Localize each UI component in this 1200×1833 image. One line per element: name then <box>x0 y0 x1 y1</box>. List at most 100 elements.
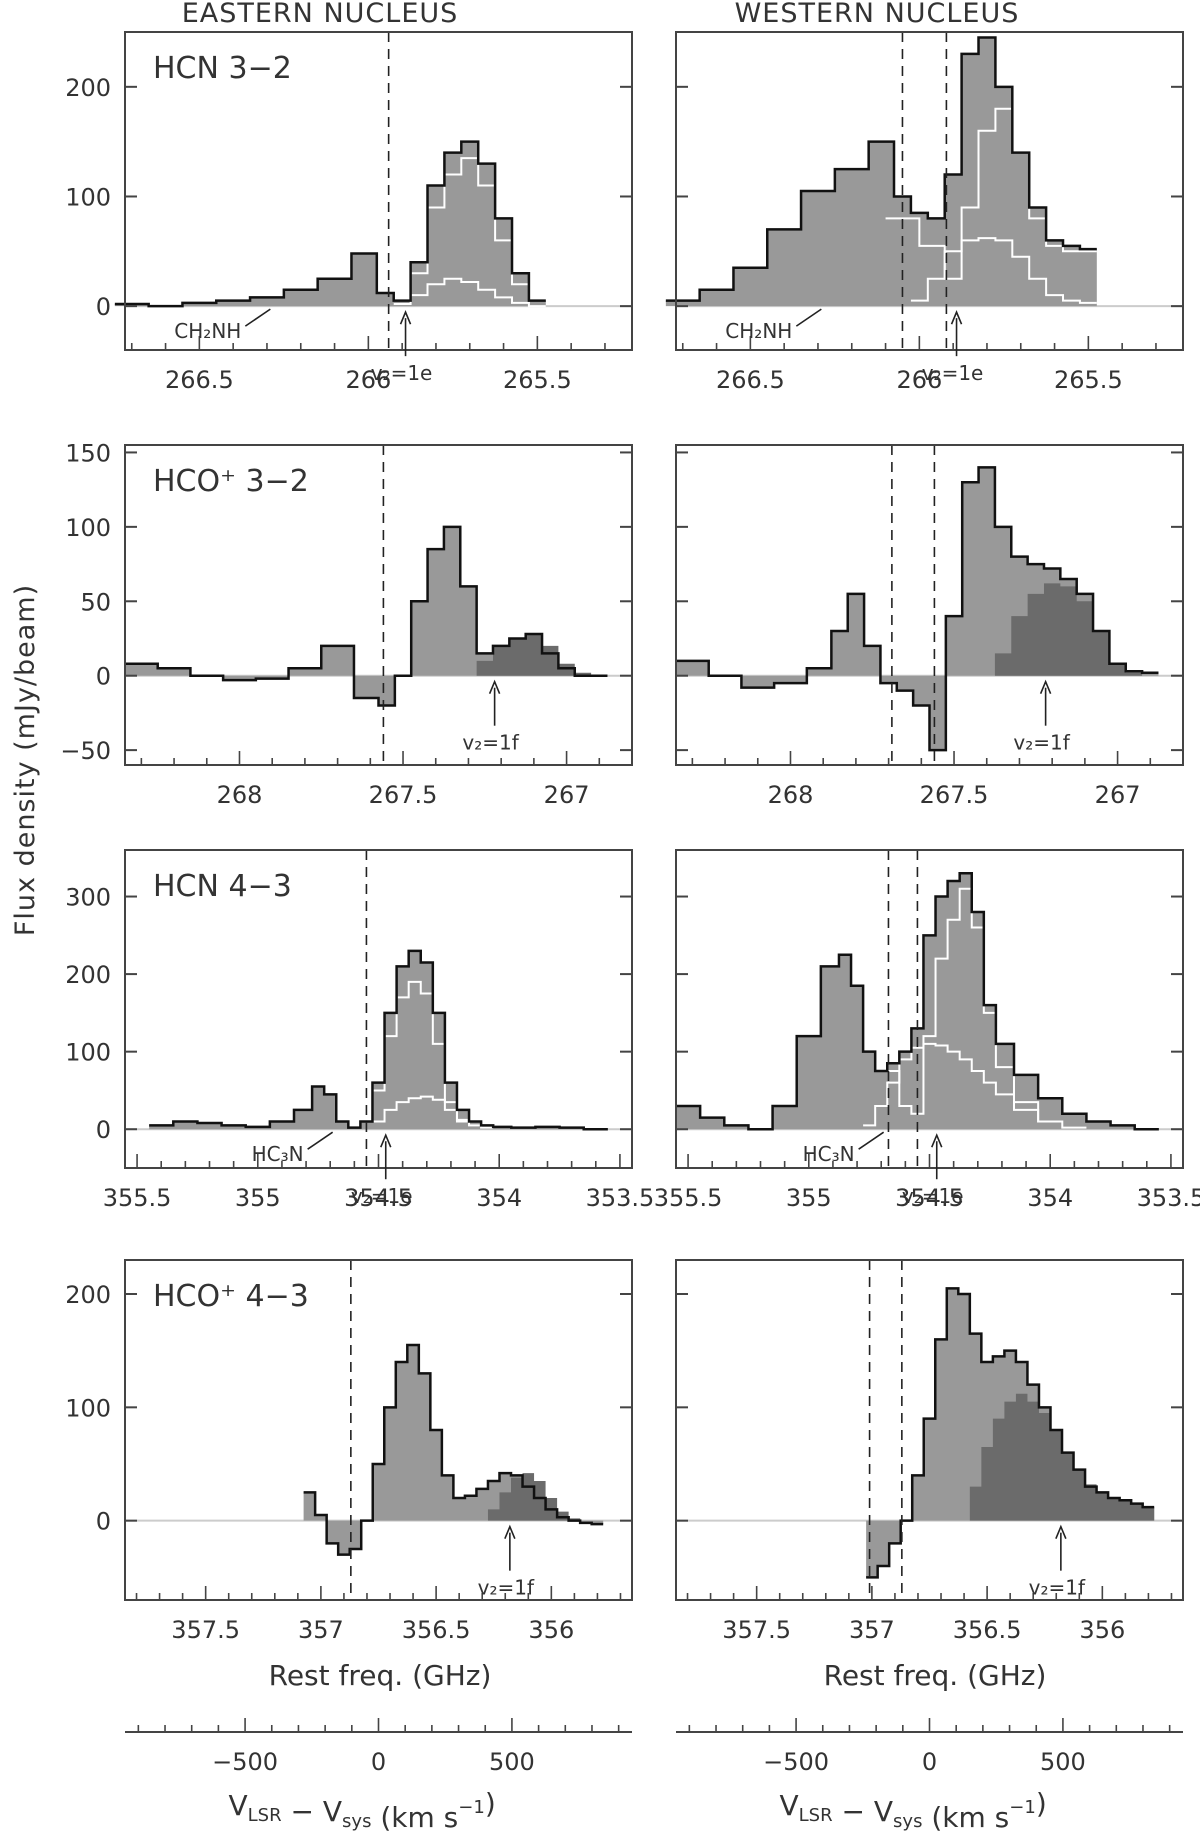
series-line-component <box>393 277 546 308</box>
x-tick-label: 265.5 <box>503 366 572 394</box>
x-tick-label: 353.5 <box>1137 1184 1200 1212</box>
x-tick-label: 354.5 <box>344 1184 413 1212</box>
velocity-axis-label-part: − V <box>282 1795 342 1828</box>
series-line-total <box>676 466 1159 752</box>
y-tick-label: 0 <box>96 1116 111 1144</box>
x-tick-label: 267.5 <box>920 781 989 809</box>
marker-label: v₂=1f <box>1029 1576 1086 1600</box>
velocity-axis-label-part: sys <box>893 1811 922 1832</box>
panel-4: 0 100 200 300 355.5 355 354.5 354 353.5 HCN 4−3 HC… <box>65 849 655 1212</box>
x-tick-label: 357 <box>298 1616 344 1644</box>
y-tick-label: 100 <box>65 514 111 542</box>
y-tick-label: 300 <box>65 884 111 912</box>
series-line-total <box>149 949 608 1131</box>
marker-arrow-head <box>399 310 412 325</box>
x-tick-label: 267.5 <box>369 781 438 809</box>
velocity-axis-label-part: (km s <box>371 1801 458 1833</box>
marker-label: v₂=1e <box>371 361 433 385</box>
panel-frame <box>124 1259 633 1601</box>
series-fill-total <box>676 467 1159 751</box>
x-tick-label: 268 <box>768 781 814 809</box>
velocity-tick-label: 0 <box>922 1748 937 1776</box>
velocity-axis-label-part: ) <box>485 1787 496 1820</box>
x-tick-label: 266 <box>896 366 942 394</box>
marker-arrow-head <box>504 1524 516 1539</box>
x-tick-label: 266.5 <box>165 366 234 394</box>
y-tick-label: 0 <box>96 1508 111 1536</box>
panels: 0 100 200 266.5 266 265.5 HCN 3−2 CH₂NH v₂=1e 266… <box>60 31 1200 1644</box>
series-line-component <box>863 1042 1087 1129</box>
column-title-eastern: EASTERN NUCLEUS <box>182 0 459 29</box>
velocity-axis-label-part: ) <box>1036 1787 1047 1820</box>
x-tick-label: 268 <box>217 781 263 809</box>
x-tick-label: 354 <box>1027 1184 1073 1212</box>
x-tick-label: 357.5 <box>722 1616 791 1644</box>
x-tick-label: 353.5 <box>586 1184 655 1212</box>
series-fill-vibrational <box>994 583 1143 676</box>
x-tick-label: 267 <box>1095 781 1141 809</box>
y-tick-label: 100 <box>65 1394 111 1422</box>
x-tick-label: 356.5 <box>402 1616 471 1644</box>
y-tick-label: 200 <box>65 961 111 989</box>
x-tick-label: 266.5 <box>716 366 785 394</box>
x-tick-label: 356 <box>1079 1616 1125 1644</box>
velocity-axis-label-part: V <box>780 1789 799 1822</box>
velocity-tick-label: 0 <box>371 1748 386 1776</box>
series-line-component <box>372 1095 494 1129</box>
series-line-total <box>665 36 1097 302</box>
y-tick-label: 200 <box>65 1281 111 1309</box>
marker-arrow-head <box>1055 1524 1067 1539</box>
velocity-axis-label-part: LSR <box>248 1805 282 1826</box>
velocity-axis-label: VLSR − Vsys (km s−1) <box>229 1787 496 1833</box>
y-tick-label: 0 <box>96 663 111 691</box>
velocity-axis-label: VLSR − Vsys (km s−1) <box>780 1787 1047 1833</box>
velocity-axis-label-part: (km s <box>922 1801 1009 1833</box>
series-fill-total <box>149 950 608 1130</box>
marker-label: CH₂NH <box>725 319 792 343</box>
line-label: HCN 3−2 <box>153 51 292 86</box>
panel-3: 268 267.5 267 v₂=1f <box>675 444 1184 809</box>
column-title-western: WESTERN NUCLEUS <box>735 0 1020 29</box>
velocity-axis-label-part: LSR <box>799 1805 833 1826</box>
series-line-component <box>372 980 470 1123</box>
y-axis-label: Flux density (mJy/beam) <box>10 584 41 936</box>
velocity-axis-label-part: −1 <box>1009 1797 1036 1818</box>
series-fill-total <box>665 37 1097 307</box>
velocity-axis-label-part: −1 <box>458 1797 485 1818</box>
panel-2: −50 0 50 100 150 268 267.5 267 HCO⁺ 3−2 v₂=1f <box>60 439 633 809</box>
marker-label: v₂=1f <box>1013 731 1070 755</box>
series-fill-total <box>303 1345 604 1555</box>
panel-0: 0 100 200 266.5 266 265.5 HCN 3−2 CH₂NH v₂=1e <box>65 31 633 394</box>
panel-frame <box>124 444 633 766</box>
marker-label: HC₃N <box>803 1142 855 1166</box>
marker-arrow-line <box>795 308 822 327</box>
panel-6: 0 100 200 357.5 357 356.5 356 HCO⁺ 4−3 v₂=1f <box>65 1259 633 1644</box>
series-line-total <box>114 140 546 308</box>
y-tick-label: −50 <box>60 737 111 765</box>
y-tick-label: 100 <box>65 1039 111 1067</box>
x-tick-label: 355 <box>235 1184 281 1212</box>
x-tick-label: 355.5 <box>654 1184 723 1212</box>
panel-1: 266.5 266 265.5 CH₂NH v₂=1e <box>665 31 1184 394</box>
velocity-axis-label-part: − V <box>833 1795 893 1828</box>
y-tick-label: 100 <box>65 183 111 211</box>
marker-label: v₂=1e <box>902 1184 964 1208</box>
x-axis-label-freq-east: Rest freq. (GHz) <box>269 1659 492 1692</box>
panel-frame <box>675 1259 1184 1601</box>
x-tick-label: 356 <box>528 1616 574 1644</box>
x-tick-label: 356.5 <box>953 1616 1022 1644</box>
series-line-total <box>303 1343 604 1556</box>
velocity-tick-label: 500 <box>1040 1748 1086 1776</box>
series-fill-vibrational <box>476 634 592 676</box>
panel-5: 355.5 355 354.5 354 353.5 HC₃N v₂=1e <box>654 849 1200 1212</box>
x-tick-label: 355.5 <box>103 1184 172 1212</box>
y-tick-label: 200 <box>65 74 111 102</box>
series-line-total <box>866 1287 1155 1579</box>
marker-label: v₂=1e <box>922 361 984 385</box>
velocity-tick-label: 500 <box>489 1748 535 1776</box>
marker-arrow-head <box>488 679 501 695</box>
velocity-tick-label: −500 <box>763 1748 829 1776</box>
velocity-axis-label-part: V <box>229 1789 248 1822</box>
